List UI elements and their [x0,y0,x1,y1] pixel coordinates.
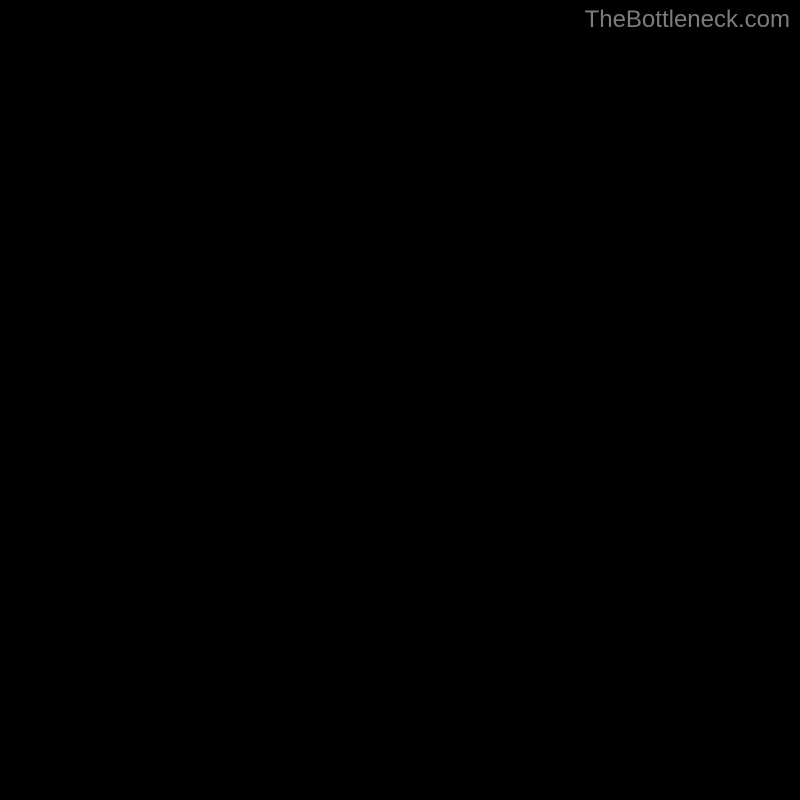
outer-border [0,0,800,800]
watermark-text: TheBottleneck.com [585,6,790,34]
